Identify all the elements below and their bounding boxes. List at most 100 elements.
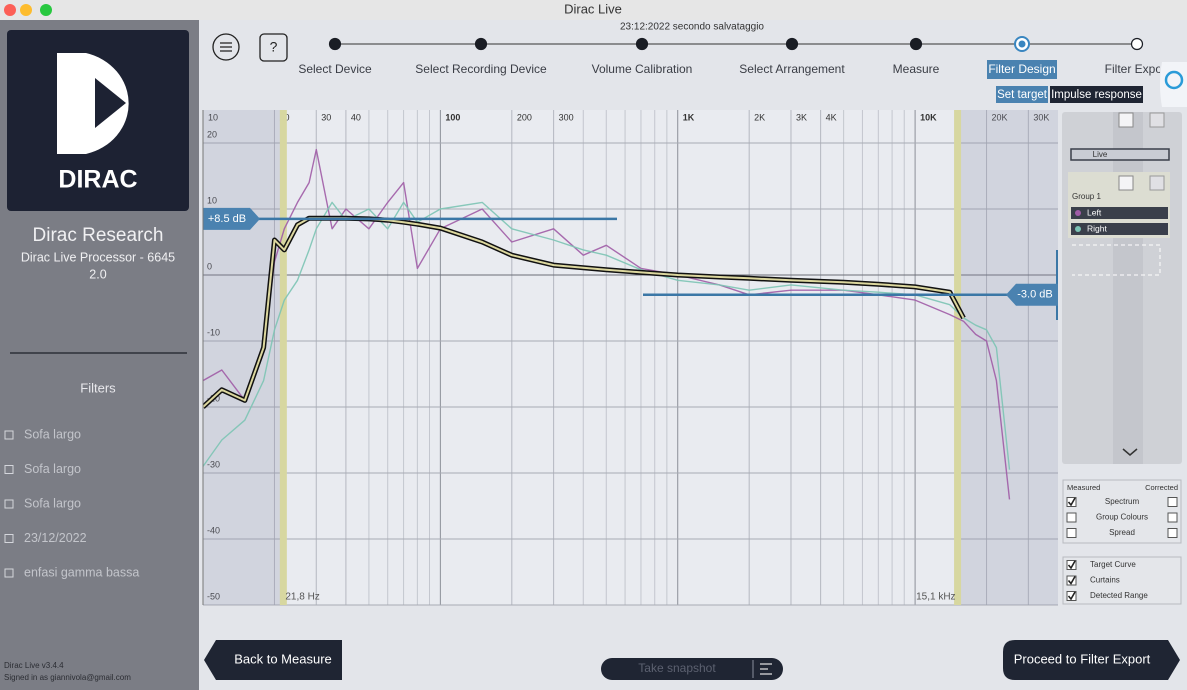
channel-placeholder <box>1072 244 1161 276</box>
product-version: 2.0 <box>89 267 106 281</box>
logo-text: DIRAC <box>58 166 137 194</box>
step-dot[interactable] <box>328 37 342 51</box>
filter-item[interactable]: enfasi gamma bassa <box>24 565 139 579</box>
live-toggle[interactable] <box>1118 112 1134 128</box>
display-checkbox[interactable] <box>1066 560 1077 570</box>
x-tick-label: 4K <box>826 112 837 122</box>
measured-checkbox[interactable] <box>1066 528 1077 538</box>
measured-curve <box>203 201 1011 470</box>
tab[interactable] <box>1050 86 1143 103</box>
display-checkbox[interactable] <box>1066 591 1077 601</box>
signed-in: Signed in as giannivola@gmail.com <box>4 673 131 682</box>
display-checkbox-check <box>1067 591 1076 601</box>
target-level-handle[interactable] <box>203 207 260 230</box>
product-name: Dirac Live Processor - 6645 <box>21 250 175 264</box>
filter-item[interactable]: Sofa largo <box>24 462 81 476</box>
filter-checkbox[interactable] <box>4 534 14 543</box>
step-dot[interactable] <box>635 37 649 51</box>
filter-checkbox[interactable] <box>4 430 14 440</box>
display-checkbox-check <box>1067 560 1076 570</box>
side-tab[interactable] <box>1160 62 1187 107</box>
proceed-button[interactable] <box>1003 640 1180 680</box>
x-tick-label: 100 <box>445 112 460 122</box>
target-level-label: -3.0 dB <box>1017 289 1052 301</box>
channel-swatch <box>1075 226 1081 232</box>
tab-label: Impulse response <box>1051 89 1142 101</box>
tab[interactable] <box>996 86 1048 103</box>
step-label[interactable]: Select Arrangement <box>739 62 845 76</box>
display-checkbox-check <box>1067 576 1076 585</box>
step-highlight <box>987 60 1057 79</box>
step-label[interactable]: Filter Export <box>1105 62 1170 76</box>
expand-chevron[interactable] <box>1122 448 1138 456</box>
menu-button[interactable] <box>212 33 240 61</box>
group-toggle[interactable] <box>1118 175 1134 191</box>
live-box[interactable] <box>1070 148 1170 161</box>
zoom-button[interactable] <box>40 4 52 16</box>
filter-item[interactable]: Sofa largo <box>24 427 81 441</box>
menu-icon <box>220 42 232 52</box>
curtain-handle[interactable] <box>279 110 287 605</box>
live-toggle-2[interactable] <box>1149 112 1165 128</box>
side-tab-icon <box>1164 70 1184 90</box>
filter-item[interactable]: 23/12/2022 <box>24 531 87 545</box>
company-name: Dirac Research <box>33 225 164 246</box>
filter-item[interactable]: Sofa largo <box>24 496 81 510</box>
step-label[interactable]: Filter Design <box>988 62 1055 76</box>
curtain-label: 21,8 Hz <box>285 592 319 603</box>
display-checkbox[interactable] <box>1066 575 1077 586</box>
snapshot-button[interactable] <box>601 658 783 680</box>
step-dot[interactable] <box>785 37 799 51</box>
x-tick-label: 10K <box>920 112 937 122</box>
measured-checkbox[interactable] <box>1066 512 1077 523</box>
step-dot[interactable] <box>474 37 488 51</box>
step-label[interactable]: Volume Calibration <box>592 62 693 76</box>
help-button[interactable] <box>259 33 288 62</box>
back-label: Back to Measure <box>234 651 332 666</box>
y-tick-label: -30 <box>207 459 220 469</box>
group-toggle-2[interactable] <box>1149 175 1165 191</box>
filter-checkbox[interactable] <box>4 568 14 578</box>
step-label[interactable]: Measure <box>893 62 940 76</box>
target-level-handle[interactable] <box>1006 283 1058 306</box>
logo-cut <box>95 78 126 128</box>
x-tick-label: 1K <box>683 112 695 122</box>
filter-checkbox[interactable] <box>4 465 14 474</box>
corrected-checkbox[interactable] <box>1167 497 1178 507</box>
display-options <box>1062 556 1182 605</box>
corrected-checkbox[interactable] <box>1167 528 1178 538</box>
curtain-handle[interactable] <box>954 110 962 605</box>
channel-row[interactable] <box>1071 223 1168 235</box>
curtain-low <box>203 110 284 605</box>
y-tick-label: 0 <box>207 261 212 271</box>
channel-row[interactable] <box>1071 207 1168 219</box>
proceed-label: Proceed to Filter Export <box>1014 651 1151 666</box>
minimize-button[interactable] <box>20 4 32 16</box>
view-options <box>1062 479 1182 544</box>
x-tick-label: 40 <box>351 112 361 122</box>
step-label[interactable]: Select Recording Device <box>415 62 547 76</box>
curtain-high <box>957 110 1058 605</box>
measured-curve <box>203 148 1011 500</box>
snapshot-label: Take snapshot <box>638 661 716 675</box>
snapshot-list-icon[interactable] <box>760 663 772 675</box>
title-bar <box>0 0 1187 20</box>
plot-area <box>203 110 1058 605</box>
save-status: 23:12:2022 secondo salvataggio <box>620 22 764 33</box>
y-tick-label: -40 <box>207 525 220 535</box>
step-dot[interactable] <box>1130 37 1144 51</box>
display-label: Detected Range <box>1090 591 1148 600</box>
step-dot[interactable] <box>909 37 923 51</box>
back-button[interactable] <box>204 640 342 680</box>
option-label: Spectrum <box>1105 497 1140 506</box>
corrected-checkbox[interactable] <box>1167 512 1178 523</box>
live-label: Live <box>1093 150 1108 159</box>
corrected-header: Corrected <box>1145 483 1178 492</box>
tab-label: Set target <box>997 89 1048 101</box>
measured-checkbox[interactable] <box>1066 497 1077 507</box>
step-label[interactable]: Select Device <box>298 62 372 76</box>
close-button[interactable] <box>4 4 16 16</box>
filter-checkbox[interactable] <box>4 499 14 509</box>
app-version: Dirac Live v3.4.4 <box>4 661 64 670</box>
